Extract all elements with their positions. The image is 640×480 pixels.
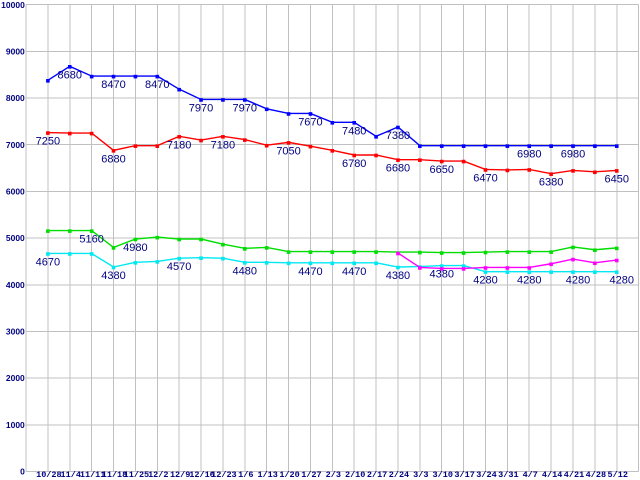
svg-text:4/28: 4/28 — [586, 470, 606, 480]
svg-text:4470: 4470 — [298, 266, 322, 278]
svg-text:7000: 7000 — [6, 140, 25, 150]
svg-text:4980: 4980 — [123, 242, 147, 254]
svg-text:1/6: 1/6 — [238, 470, 253, 480]
svg-text:4470: 4470 — [342, 266, 366, 278]
svg-text:3/17: 3/17 — [454, 470, 474, 480]
svg-text:6980: 6980 — [561, 149, 585, 161]
svg-text:4380: 4380 — [386, 270, 410, 282]
svg-text:7480: 7480 — [342, 125, 366, 137]
svg-text:4/7: 4/7 — [523, 470, 538, 480]
svg-text:12/2: 12/2 — [148, 470, 168, 480]
svg-text:4000: 4000 — [6, 280, 25, 290]
svg-text:10/28: 10/28 — [36, 470, 62, 480]
svg-text:4480: 4480 — [233, 265, 257, 277]
svg-text:6980: 6980 — [517, 149, 541, 161]
svg-text:8470: 8470 — [145, 79, 169, 91]
svg-text:6680: 6680 — [386, 163, 410, 175]
svg-text:2/17: 2/17 — [367, 470, 387, 480]
svg-text:2/10: 2/10 — [345, 470, 365, 480]
svg-text:12/9: 12/9 — [170, 470, 190, 480]
svg-text:7250: 7250 — [36, 136, 60, 148]
svg-text:5160: 5160 — [79, 234, 103, 246]
svg-text:10000: 10000 — [1, 0, 25, 10]
svg-text:6380: 6380 — [539, 177, 563, 189]
svg-text:1000: 1000 — [6, 420, 25, 430]
svg-text:12/23: 12/23 — [211, 470, 237, 480]
svg-text:3/3: 3/3 — [413, 470, 428, 480]
svg-text:7970: 7970 — [233, 102, 257, 114]
svg-text:3000: 3000 — [6, 327, 25, 337]
svg-text:2/3: 2/3 — [326, 470, 341, 480]
svg-text:8680: 8680 — [58, 69, 82, 81]
svg-text:2/24: 2/24 — [389, 470, 409, 480]
svg-text:7050: 7050 — [276, 145, 300, 157]
svg-text:4280: 4280 — [610, 275, 634, 287]
svg-text:8000: 8000 — [6, 93, 25, 103]
svg-text:1/13: 1/13 — [257, 470, 277, 480]
svg-text:3/31: 3/31 — [498, 470, 518, 480]
svg-text:6880: 6880 — [101, 153, 125, 165]
svg-text:8470: 8470 — [101, 79, 125, 91]
svg-text:4/14: 4/14 — [542, 470, 562, 480]
svg-text:4570: 4570 — [167, 261, 191, 273]
svg-text:7180: 7180 — [211, 139, 235, 151]
svg-text:7180: 7180 — [167, 139, 191, 151]
svg-text:4670: 4670 — [36, 256, 60, 268]
svg-text:2000: 2000 — [6, 373, 25, 383]
svg-text:7970: 7970 — [189, 102, 213, 114]
svg-text:0: 0 — [20, 467, 25, 477]
svg-text:1/27: 1/27 — [301, 470, 321, 480]
svg-text:4/21: 4/21 — [564, 470, 584, 480]
svg-text:5000: 5000 — [6, 233, 25, 243]
svg-text:7670: 7670 — [298, 116, 322, 128]
svg-text:6000: 6000 — [6, 187, 25, 197]
svg-text:6650: 6650 — [429, 164, 453, 176]
svg-text:7380: 7380 — [386, 130, 410, 142]
svg-text:1/20: 1/20 — [279, 470, 299, 480]
svg-text:9000: 9000 — [6, 46, 25, 56]
svg-text:3/24: 3/24 — [476, 470, 496, 480]
svg-text:12/16: 12/16 — [189, 470, 215, 480]
svg-text:4280: 4280 — [473, 275, 497, 287]
svg-text:11/11: 11/11 — [80, 470, 106, 480]
svg-text:4280: 4280 — [517, 275, 541, 287]
svg-text:6780: 6780 — [342, 158, 366, 170]
svg-text:3/10: 3/10 — [433, 470, 453, 480]
svg-text:5/12: 5/12 — [608, 470, 628, 480]
svg-text:6470: 6470 — [473, 172, 497, 184]
svg-text:4280: 4280 — [566, 275, 590, 287]
svg-text:11/25: 11/25 — [124, 470, 150, 480]
svg-text:4380: 4380 — [429, 269, 453, 281]
svg-text:6450: 6450 — [605, 173, 629, 185]
svg-text:11/4: 11/4 — [61, 470, 81, 480]
svg-text:11/18: 11/18 — [102, 470, 128, 480]
svg-text:4380: 4380 — [101, 270, 125, 282]
